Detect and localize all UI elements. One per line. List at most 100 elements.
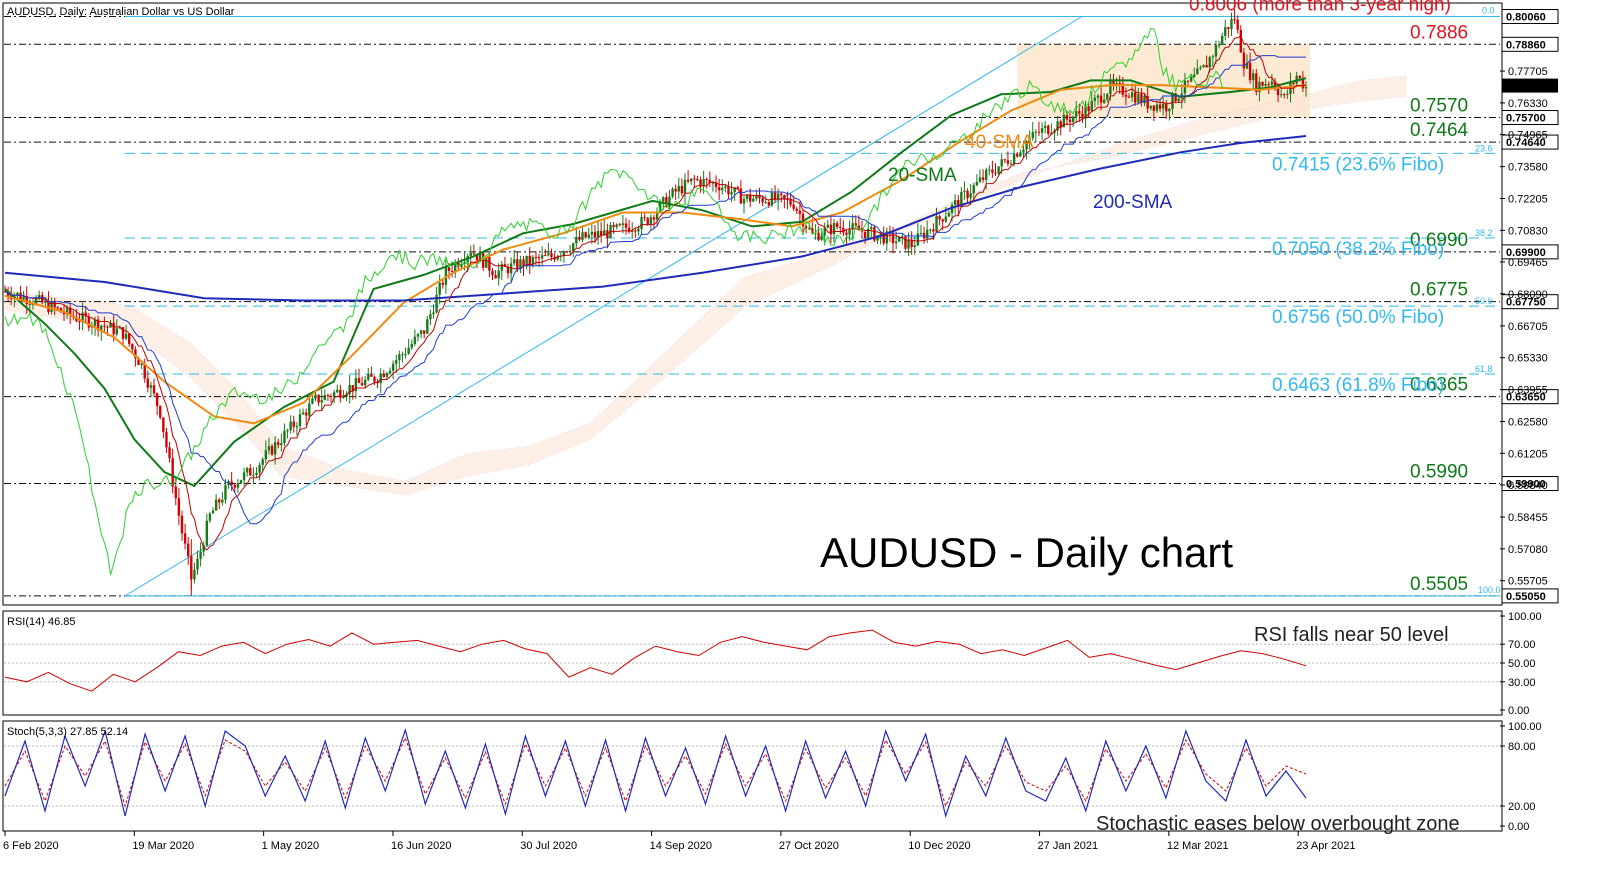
level-price-box-label: 0.67750 xyxy=(1506,297,1546,309)
current-price-label: 0.77078 xyxy=(1506,81,1546,93)
candle-body xyxy=(1130,92,1134,98)
candle-body xyxy=(357,378,361,383)
fibo-bottom-pct: 100.0 xyxy=(1478,585,1501,595)
candle-body xyxy=(599,231,603,236)
candle-body xyxy=(264,450,268,460)
sma200-label: 200-SMA xyxy=(1093,192,1173,213)
candle-body xyxy=(373,376,376,382)
candle-body xyxy=(491,270,494,276)
sma200-line xyxy=(4,135,1307,302)
candle-body xyxy=(646,218,649,224)
candle-body xyxy=(308,403,311,416)
candle-body xyxy=(1255,73,1258,92)
level-price-box xyxy=(1501,476,1559,492)
candle-body xyxy=(522,259,525,267)
kijun-line xyxy=(4,55,1306,525)
fibo-pct: 38.2 xyxy=(1475,228,1493,238)
candle-body xyxy=(826,224,830,228)
candle-body xyxy=(863,231,867,238)
candle-body xyxy=(1270,81,1274,85)
candle-body xyxy=(677,186,680,192)
candle-body xyxy=(221,499,224,503)
candle-body xyxy=(363,379,367,386)
candle-body xyxy=(249,468,252,476)
stoch-y-label: 80.00 xyxy=(1508,741,1536,753)
candle-body xyxy=(658,201,662,212)
candle-body xyxy=(137,358,140,366)
candle-body xyxy=(196,558,199,570)
fibo-label: 0.6463 (61.8% Fibo) xyxy=(1272,375,1444,396)
candle-body xyxy=(1286,94,1289,96)
stoch-y-label: 100.00 xyxy=(1508,721,1542,733)
candle-body xyxy=(193,569,196,580)
candle-body xyxy=(134,349,137,359)
y-tick-label: 0.68090 xyxy=(1508,289,1548,301)
candle-body xyxy=(162,417,165,432)
candle-body xyxy=(519,259,522,270)
candle-body xyxy=(1081,113,1084,119)
candle-body xyxy=(749,195,752,202)
stoch-y-label: 20.00 xyxy=(1508,801,1536,813)
candle-body xyxy=(183,533,187,544)
candle-body xyxy=(267,446,271,451)
candle-body xyxy=(1168,108,1171,112)
rsi-y-label: 70.00 xyxy=(1508,639,1536,651)
candle-body xyxy=(25,295,28,304)
candle-body xyxy=(1220,35,1224,45)
candle-body xyxy=(118,327,122,329)
candle-body xyxy=(1199,67,1202,69)
chikou-line xyxy=(4,27,1226,575)
candle-body xyxy=(652,217,656,220)
candle-body xyxy=(1245,62,1249,69)
candle-body xyxy=(81,312,84,322)
candle-body xyxy=(885,231,889,244)
level-label: 0.7570 xyxy=(1410,96,1468,117)
candle-body xyxy=(1267,84,1270,86)
candle-body xyxy=(550,253,553,257)
candle-body xyxy=(1071,116,1075,123)
candle-body xyxy=(1171,93,1174,109)
candle-body xyxy=(1037,131,1041,133)
level-price-box xyxy=(1501,36,1559,52)
candle-body xyxy=(329,396,333,398)
y-tick-label: 0.57080 xyxy=(1508,544,1548,556)
candle-body xyxy=(776,193,780,201)
candle-body xyxy=(16,292,19,296)
candle-body xyxy=(87,316,91,328)
candle-body xyxy=(22,295,25,300)
tenkan-line xyxy=(4,35,1307,551)
candle-body xyxy=(382,373,386,377)
level-price-box xyxy=(1501,389,1559,405)
candle-body xyxy=(93,319,97,326)
y-tick-label: 0.55705 xyxy=(1508,576,1548,588)
candle-body xyxy=(1043,125,1047,129)
y-tick-label: 0.63955 xyxy=(1508,385,1548,397)
level-price-box xyxy=(1501,244,1559,260)
candle-body xyxy=(957,200,960,207)
candle-body xyxy=(395,360,398,364)
level-label: 0.7886 xyxy=(1410,22,1468,43)
candle-body xyxy=(516,259,519,270)
candle-body xyxy=(823,227,826,236)
symbol-header: AUDUSD, Daily: Australian Dollar vs US D… xyxy=(7,6,235,18)
level-price-box-label: 0.74640 xyxy=(1506,137,1546,149)
candle-body xyxy=(497,270,500,279)
candle-body xyxy=(62,312,66,315)
candle-body xyxy=(370,374,373,377)
candle-body xyxy=(882,233,885,244)
candle-body xyxy=(1189,76,1193,82)
candle-body xyxy=(1239,29,1242,53)
candle-body xyxy=(280,443,283,445)
candle-body xyxy=(624,223,628,228)
candle-body xyxy=(978,177,982,182)
fibo-label: 0.7415 (23.6% Fibo) xyxy=(1272,154,1444,175)
candle-body xyxy=(422,330,426,334)
candle-body xyxy=(910,240,913,248)
level-price-box-label: 0.63650 xyxy=(1506,392,1546,404)
candle-body xyxy=(199,551,202,559)
candle-body xyxy=(637,228,640,232)
trend-line xyxy=(124,16,1083,597)
candle-body xyxy=(404,353,407,355)
level-price-box xyxy=(1501,9,1559,25)
candle-body xyxy=(152,385,156,394)
